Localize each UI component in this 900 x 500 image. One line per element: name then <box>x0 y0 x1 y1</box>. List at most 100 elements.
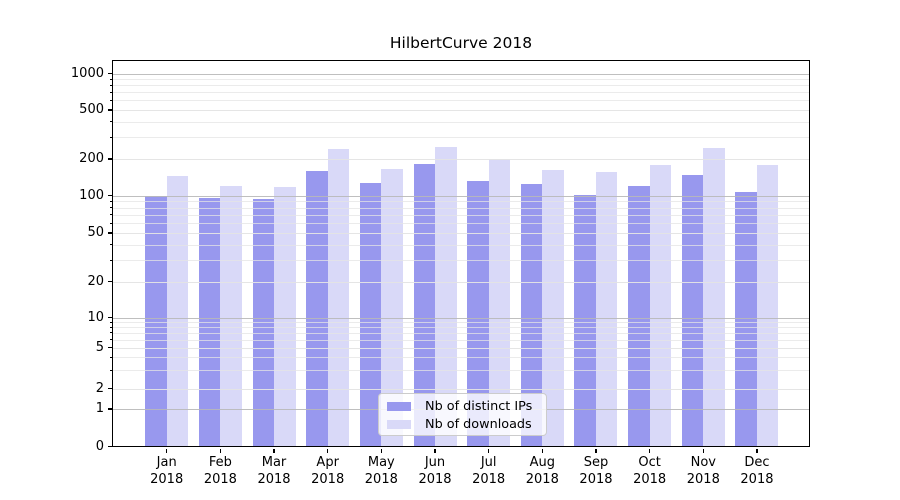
gridline-2 <box>112 388 810 390</box>
x-tick-label-jun: Jun 2018 <box>418 455 452 487</box>
gridline-90 <box>112 201 810 203</box>
gridline-1000 <box>112 73 810 75</box>
y-tick-label-0: 0 <box>95 438 104 454</box>
legend-item-downloads: Nb of downloads <box>379 415 546 433</box>
bar-nb-of-downloads-feb <box>220 185 242 447</box>
legend: Nb of distinct IPs Nb of downloads <box>378 392 547 436</box>
x-tick-label-feb: Feb 2018 <box>203 455 237 487</box>
x-tick-mark-sep <box>595 448 597 453</box>
bar-nb-of-distinct-ips-sep <box>574 194 596 447</box>
gridline-5 <box>112 347 810 349</box>
y-tick-label-2: 2 <box>95 380 104 396</box>
bar-nb-of-downloads-oct <box>649 164 672 447</box>
gridline-600 <box>112 100 810 102</box>
gridline-80 <box>112 207 810 209</box>
y-tick-label-10: 10 <box>87 309 104 325</box>
legend-item-distinct-ips: Nb of distinct IPs <box>379 397 546 415</box>
bar-nb-of-distinct-ips-jul <box>467 180 489 447</box>
gridline-60 <box>112 223 810 225</box>
gridline-400 <box>112 121 810 123</box>
bar-nb-of-downloads-apr <box>327 149 350 447</box>
y-tick-mark-0 <box>107 445 112 448</box>
y-tick-mark-5 <box>107 346 112 349</box>
y-tick-label-5: 5 <box>95 339 104 355</box>
gridline-700 <box>112 92 810 94</box>
gridline-500 <box>112 110 810 111</box>
y-minor-tick-mark-600 <box>109 99 112 101</box>
bar-nb-of-downloads-mar <box>274 186 296 447</box>
y-minor-tick-mark-4 <box>109 356 112 358</box>
y-tick-mark-200 <box>107 158 112 160</box>
y-minor-tick-mark-60 <box>109 222 112 224</box>
legend-label-downloads: Nb of downloads <box>425 416 532 432</box>
gridline-30 <box>112 260 810 262</box>
gridline-100 <box>112 195 810 197</box>
x-tick-mark-dec <box>756 448 758 453</box>
x-tick-label-apr: Apr 2018 <box>311 455 345 487</box>
x-tick-label-dec: Dec 2018 <box>740 455 774 487</box>
bar-nb-of-downloads-aug <box>542 170 564 447</box>
y-tick-label-100: 100 <box>79 187 104 203</box>
x-tick-mark-jul <box>488 448 490 453</box>
y-minor-tick-mark-8 <box>109 326 112 328</box>
gridline-900 <box>112 79 810 81</box>
x-tick-label-mar: Mar 2018 <box>257 455 291 487</box>
gridline-6 <box>112 339 810 341</box>
y-tick-label-50: 50 <box>87 225 104 240</box>
bar-nb-of-distinct-ips-dec <box>735 191 757 447</box>
bars-layer <box>112 60 810 447</box>
legend-swatch-distinct-ips <box>387 401 411 411</box>
bar-nb-of-distinct-ips-oct <box>628 186 650 447</box>
x-tick-mark-aug <box>541 448 543 453</box>
gridline-300 <box>112 137 810 139</box>
x-tick-mark-may <box>380 448 382 453</box>
x-tick-mark-nov <box>702 448 704 453</box>
gridlines-layer <box>112 60 810 447</box>
gridline-200 <box>112 159 810 160</box>
y-tick-label-200: 200 <box>79 151 104 166</box>
y-minor-tick-mark-7 <box>109 332 112 334</box>
chart-title: HilbertCurve 2018 <box>389 34 533 52</box>
y-minor-tick-mark-3 <box>109 369 112 371</box>
y-tick-mark-1000 <box>107 72 112 75</box>
y-tick-label-20: 20 <box>87 273 104 289</box>
bar-nb-of-downloads-dec <box>756 164 779 447</box>
gridline-800 <box>112 85 810 87</box>
x-tick-label-oct: Oct 2018 <box>633 455 667 487</box>
gridline-7 <box>112 332 810 334</box>
x-tick-label-aug: Aug 2018 <box>525 455 559 487</box>
x-tick-label-may: May 2018 <box>364 455 398 487</box>
y-minor-tick-mark-6 <box>109 339 112 341</box>
bar-nb-of-distinct-ips-jan <box>145 195 167 447</box>
gridline-70 <box>112 214 810 216</box>
y-minor-tick-mark-400 <box>109 121 112 123</box>
gridline-8 <box>112 327 810 329</box>
gridline-9 <box>112 322 810 324</box>
gridline-50 <box>112 233 810 234</box>
bar-nb-of-distinct-ips-aug <box>520 184 543 447</box>
x-tick-mark-jun <box>434 448 436 453</box>
y-minor-tick-mark-30 <box>109 259 112 261</box>
gridline-40 <box>112 244 810 246</box>
y-minor-tick-mark-300 <box>109 136 112 138</box>
y-tick-mark-50 <box>107 232 112 234</box>
gridline-4 <box>112 357 810 359</box>
x-tick-mark-mar <box>273 448 275 453</box>
y-minor-tick-mark-70 <box>109 214 112 216</box>
y-tick-mark-500 <box>107 109 112 111</box>
bar-nb-of-downloads-sep <box>595 172 618 447</box>
y-minor-tick-mark-900 <box>109 78 112 80</box>
bar-nb-of-distinct-ips-nov <box>681 174 704 447</box>
gridline-10 <box>112 317 810 319</box>
x-tick-label-sep: Sep 2018 <box>579 455 613 487</box>
y-tick-label-1: 1 <box>95 401 104 416</box>
bar-nb-of-downloads-may <box>381 169 403 447</box>
plot-area <box>112 60 810 447</box>
y-minor-tick-mark-700 <box>109 91 112 93</box>
x-tick-label-nov: Nov 2018 <box>686 455 720 487</box>
y-minor-tick-mark-90 <box>109 200 112 202</box>
gridline-20 <box>112 281 810 283</box>
x-tick-label-jul: Jul 2018 <box>472 455 506 487</box>
bar-nb-of-downloads-nov <box>703 148 725 447</box>
y-tick-mark-10 <box>107 316 112 319</box>
